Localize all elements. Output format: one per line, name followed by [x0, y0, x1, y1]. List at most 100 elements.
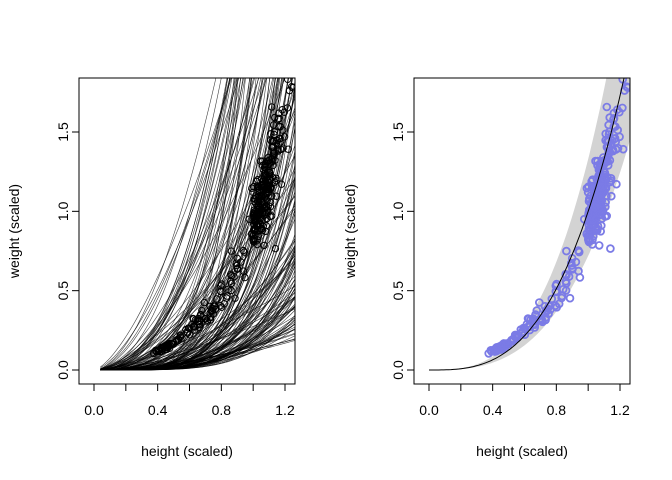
left-data-point — [189, 322, 198, 331]
left-prior-curve — [100, 78, 238, 371]
right-data-point — [627, 69, 634, 76]
right-data-point — [602, 142, 612, 152]
right-data-point — [606, 244, 615, 253]
left-data-point — [184, 324, 193, 332]
left-prior-curve — [100, 78, 231, 369]
left-data-point — [275, 109, 283, 117]
left-data-point — [231, 294, 239, 302]
left-y-tick-label: 0.5 — [55, 281, 71, 301]
left-data-point — [196, 321, 204, 329]
left-data-point — [271, 244, 280, 253]
left-data-point — [248, 184, 256, 192]
left-data-point — [264, 157, 272, 165]
right-data-point — [599, 168, 609, 177]
left-x-tick-label: 0.4 — [148, 402, 168, 418]
left-data-point — [260, 183, 268, 191]
left-data-point — [257, 192, 266, 200]
left-data-point — [216, 302, 225, 310]
right-data-point — [587, 222, 596, 231]
left-prior-curve — [100, 78, 231, 370]
left-data-point — [251, 195, 259, 203]
left-data-point — [211, 302, 219, 310]
right-data-point — [532, 306, 542, 315]
left-prior-curve — [100, 78, 264, 370]
right-data-point — [564, 272, 574, 281]
left-y-tick-label: 0.0 — [55, 360, 71, 380]
left-data-point — [227, 247, 236, 255]
left-data-point — [284, 78, 292, 83]
left-x-tick-label: 0.8 — [212, 402, 232, 418]
right-data-point — [602, 102, 612, 112]
left-data-point — [223, 292, 231, 300]
left-data-point — [232, 259, 241, 267]
left-scatter-points — [150, 69, 299, 358]
left-data-point — [283, 104, 292, 112]
right-data-point — [606, 191, 616, 201]
right-x-tick-label: 0.8 — [547, 402, 567, 418]
right-data-point — [609, 108, 619, 118]
left-data-point — [263, 214, 271, 223]
left-x-axis-label: height (scaled) — [141, 443, 233, 459]
left-data-point — [268, 103, 276, 111]
right-data-point — [561, 286, 571, 295]
right-y-tick-label: 0.0 — [390, 360, 406, 380]
left-data-point — [241, 273, 249, 282]
right-data-point — [615, 132, 624, 142]
right-mean-curve — [429, 78, 625, 371]
left-data-point — [217, 287, 225, 295]
left-y-tick-label: 1.0 — [55, 201, 71, 221]
right-panel: 0.0 0.4 0.8 1.2 0.0 0.5 1.0 1.5 height (scaled… — [342, 69, 634, 459]
right-x-axis: 0.0 0.4 0.8 1.2 — [419, 383, 630, 418]
left-prior-curve — [100, 78, 260, 370]
right-data-point — [523, 314, 533, 323]
left-data-point — [260, 241, 268, 250]
left-data-point — [152, 346, 160, 354]
left-data-point — [254, 192, 263, 201]
left-data-point — [280, 133, 289, 141]
left-prior-curve — [100, 78, 255, 370]
right-data-point — [596, 221, 606, 230]
left-data-point — [276, 134, 284, 143]
left-data-point — [237, 258, 245, 266]
left-prior-curve — [100, 78, 233, 371]
right-y-tick-label: 1.0 — [390, 201, 406, 221]
left-data-point — [217, 280, 226, 288]
left-data-point — [254, 210, 263, 218]
right-x-tick-label: 1.2 — [610, 402, 630, 418]
left-x-tick-label: 0.0 — [84, 402, 104, 418]
left-data-point — [183, 329, 192, 337]
left-prior-curve — [100, 78, 222, 370]
left-data-point — [206, 302, 214, 310]
left-data-point — [189, 314, 197, 323]
left-data-point — [284, 145, 292, 153]
left-data-point — [213, 295, 221, 303]
left-data-point — [249, 211, 258, 219]
left-data-point — [275, 122, 283, 131]
left-prior-curve — [100, 78, 251, 371]
left-x-tick-label: 1.2 — [275, 402, 295, 418]
right-data-point — [568, 263, 577, 273]
left-data-point — [255, 185, 264, 194]
left-data-point — [227, 279, 236, 288]
right-data-point — [582, 183, 592, 193]
left-data-point — [245, 215, 254, 223]
right-data-point — [557, 291, 567, 301]
left-prior-curve — [100, 78, 254, 370]
left-data-point — [277, 180, 286, 188]
left-prior-curve — [100, 91, 295, 371]
right-data-point — [612, 179, 621, 189]
left-data-point — [293, 69, 299, 75]
right-data-point — [507, 336, 517, 346]
right-data-point — [583, 234, 593, 244]
left-data-point — [230, 272, 238, 281]
left-data-point — [265, 168, 273, 177]
left-data-point — [173, 337, 181, 345]
left-x-axis: 0.0 0.4 0.8 1.2 — [84, 383, 295, 418]
left-data-point — [207, 306, 215, 315]
left-data-point — [253, 222, 261, 231]
left-data-point — [249, 235, 258, 243]
left-data-point — [275, 114, 283, 123]
left-data-point — [262, 203, 271, 212]
left-data-point — [267, 192, 276, 200]
